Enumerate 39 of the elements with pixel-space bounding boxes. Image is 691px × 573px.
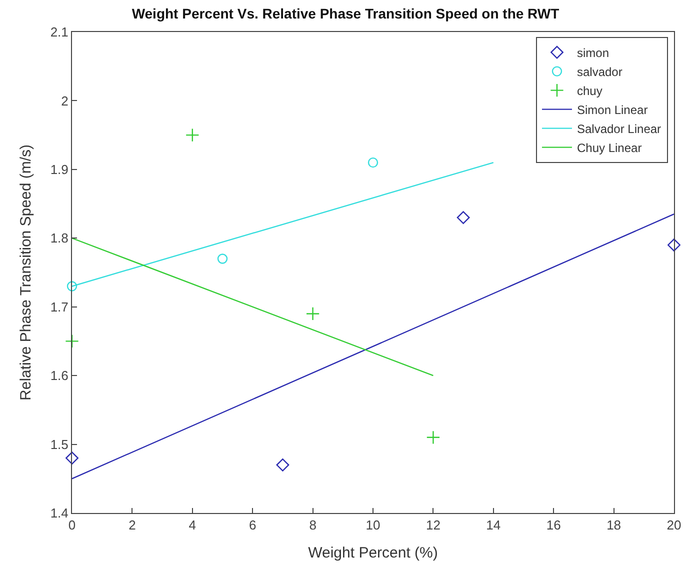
y-tick-label: 1.9	[50, 162, 68, 177]
y-tick-label: 2.1	[50, 24, 68, 40]
x-tick-label: 8	[309, 518, 316, 533]
point	[306, 306, 320, 321]
point	[276, 458, 290, 472]
point	[668, 238, 680, 252]
x-tick-label: 4	[188, 518, 196, 533]
chart-title: Weight Percent Vs. Relative Phase Transition Speed on the RWT	[132, 5, 560, 22]
y-tick-label: 1.5	[50, 436, 68, 452]
legend-label: salvador	[576, 64, 622, 79]
legend-label: chuy	[576, 84, 602, 98]
x-tick-label: 2	[128, 518, 136, 533]
point	[217, 254, 228, 264]
x-axis-title: Weight Percent (%)	[308, 544, 438, 562]
point	[66, 452, 78, 464]
x-tick-label: 0	[68, 518, 76, 533]
x-tick-label: 18	[606, 518, 622, 533]
y-tick-label: 1.8	[50, 230, 68, 246]
legend-label: Chuy Linear	[576, 140, 642, 155]
legend-label: Simon Linear	[576, 102, 648, 117]
point	[186, 128, 200, 142]
y-tick-label: 1.4	[50, 506, 68, 521]
point	[66, 281, 78, 292]
point	[456, 211, 470, 224]
y-axis-title: Relative Phase Transition Speed (m/s)	[18, 144, 35, 400]
point	[368, 157, 378, 168]
y-tick-label: 1.7	[50, 299, 68, 314]
x-tick-label: 6	[248, 518, 256, 533]
point	[426, 430, 440, 444]
y-tick-label: 1.6	[50, 368, 68, 384]
x-tick-label: 14	[486, 518, 501, 533]
point	[65, 334, 79, 348]
legend-label: Salvador Linear	[576, 122, 662, 136]
legend-label: simon	[576, 46, 609, 60]
x-tick-label: 20	[666, 518, 682, 533]
x-tick-label: 12	[426, 518, 440, 533]
y-tick-label: 2	[61, 93, 68, 108]
x-tick-label: 16	[546, 518, 561, 533]
x-tick-label: 10	[366, 518, 380, 533]
